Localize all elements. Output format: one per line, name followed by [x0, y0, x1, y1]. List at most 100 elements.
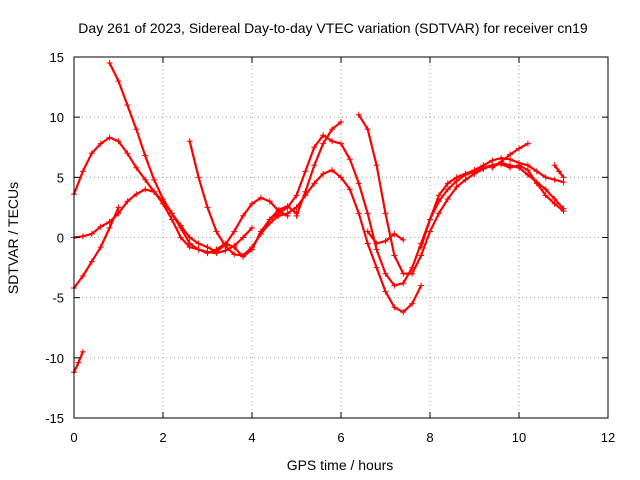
y-tick-label: 15: [50, 50, 64, 65]
series-arc-10: [364, 228, 407, 247]
data-point: [106, 224, 113, 231]
data-point: [551, 195, 558, 202]
data-point: [524, 140, 531, 147]
data-point: [391, 304, 398, 311]
data-point: [124, 102, 131, 109]
data-point: [329, 126, 336, 133]
data-point: [453, 183, 460, 190]
data-point: [364, 210, 371, 217]
data-point: [240, 212, 247, 219]
data-point: [284, 204, 291, 211]
data-point: [355, 180, 362, 187]
data-point: [551, 162, 558, 169]
data-point: [257, 230, 264, 237]
data-point: [551, 176, 558, 183]
data-point: [462, 170, 469, 177]
data-point: [168, 216, 175, 223]
data-point: [204, 204, 211, 211]
data-point: [409, 270, 416, 277]
series-arc-9: [355, 111, 567, 277]
data-point: [507, 151, 514, 158]
data-point: [435, 192, 442, 199]
data-point: [249, 200, 255, 207]
data-point: [489, 157, 496, 164]
data-point: [435, 210, 442, 217]
data-point: [213, 248, 220, 255]
data-point: [427, 216, 433, 223]
data-point: [338, 140, 344, 147]
y-tick-label: -5: [52, 291, 64, 306]
data-point: [186, 234, 193, 241]
series-arc-2: [71, 186, 300, 260]
series-line: [188, 140, 423, 314]
x-tick-label: 6: [337, 430, 344, 445]
data-point: [418, 282, 425, 289]
data-point: [257, 194, 264, 201]
data-point: [400, 270, 407, 277]
series-line: [357, 113, 565, 275]
data-point: [364, 126, 371, 133]
data-point: [346, 156, 353, 163]
series-arc-8: [293, 118, 344, 219]
data-point: [329, 138, 336, 145]
data-point: [284, 210, 291, 217]
data-point: [524, 162, 531, 169]
data-point: [320, 132, 327, 139]
data-point: [391, 282, 398, 289]
data-point: [311, 180, 318, 187]
data-point: [355, 210, 362, 217]
data-point: [88, 258, 95, 265]
data-point: [195, 246, 202, 253]
data-point: [249, 224, 255, 231]
x-tick-label: 2: [159, 430, 166, 445]
data-point: [231, 244, 238, 251]
data-point: [533, 179, 540, 186]
data-point: [355, 111, 362, 118]
data-point: [311, 162, 318, 169]
data-point: [88, 150, 95, 157]
y-tick-label: 10: [50, 110, 64, 125]
data-point: [293, 192, 300, 199]
data-point: [142, 186, 149, 193]
data-point: [151, 176, 158, 183]
data-point: [498, 158, 505, 165]
data-point: [133, 164, 140, 171]
data-point: [320, 170, 327, 177]
x-tick-label: 4: [248, 430, 255, 445]
data-point: [373, 246, 380, 253]
data-point: [151, 188, 158, 195]
data-point: [186, 240, 193, 247]
data-point: [329, 167, 336, 174]
data-point: [266, 198, 273, 205]
data-point: [204, 250, 211, 257]
data-point: [231, 228, 238, 235]
data-point: [427, 228, 433, 235]
data-point: [302, 168, 309, 175]
data-point: [231, 251, 238, 258]
series-line: [295, 120, 343, 217]
data-point: [382, 270, 389, 277]
data-point: [556, 168, 563, 175]
y-tick-label: 0: [57, 231, 64, 246]
data-point: [195, 174, 202, 181]
chart-title: Day 261 of 2023, Sidereal Day-to-day VTE…: [78, 20, 588, 36]
data-point: [240, 234, 247, 241]
data-point: [444, 180, 451, 187]
data-series: [71, 60, 567, 376]
data-point: [222, 242, 229, 249]
data-point: [373, 240, 380, 247]
data-point: [142, 176, 149, 183]
data-point: [115, 204, 122, 211]
data-point: [560, 205, 567, 212]
data-point: [115, 138, 122, 145]
series-arc-3: [71, 204, 122, 292]
data-point: [160, 195, 166, 202]
data-point: [124, 198, 131, 205]
data-point: [133, 126, 140, 133]
data-point: [213, 228, 220, 235]
data-point: [79, 273, 86, 280]
series-arc-13: [551, 162, 567, 181]
data-point: [453, 174, 460, 181]
data-point: [177, 222, 184, 229]
